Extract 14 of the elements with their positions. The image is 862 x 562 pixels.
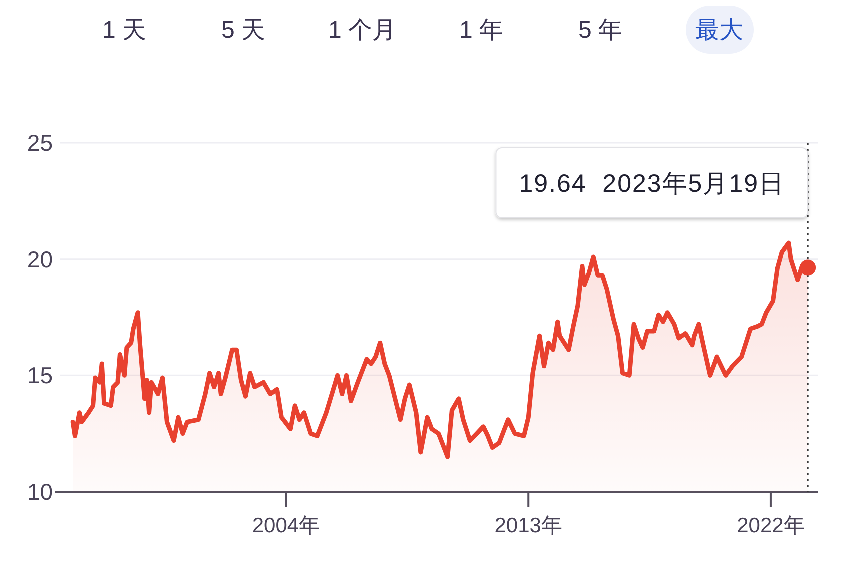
x-tick-label: 2022年 — [737, 514, 805, 538]
y-tick-label: 25 — [27, 130, 53, 156]
annotation: 19.64 2023年5月19日 — [519, 170, 785, 198]
x-tick-label: 2013年 — [494, 514, 562, 538]
text: 5 天 — [220, 16, 266, 46]
text: 最大 — [686, 6, 754, 54]
y-tick-label: 15 — [27, 362, 53, 389]
y-tick-label: 20 — [27, 246, 53, 272]
text: 1 个月 — [327, 16, 398, 46]
y-tick-label: 10 — [27, 479, 53, 505]
text: 1 年 — [458, 16, 504, 46]
x-tick-label: 2004年 — [252, 514, 320, 538]
text: 1 天 — [101, 16, 148, 46]
text: 5 年 — [577, 16, 624, 46]
